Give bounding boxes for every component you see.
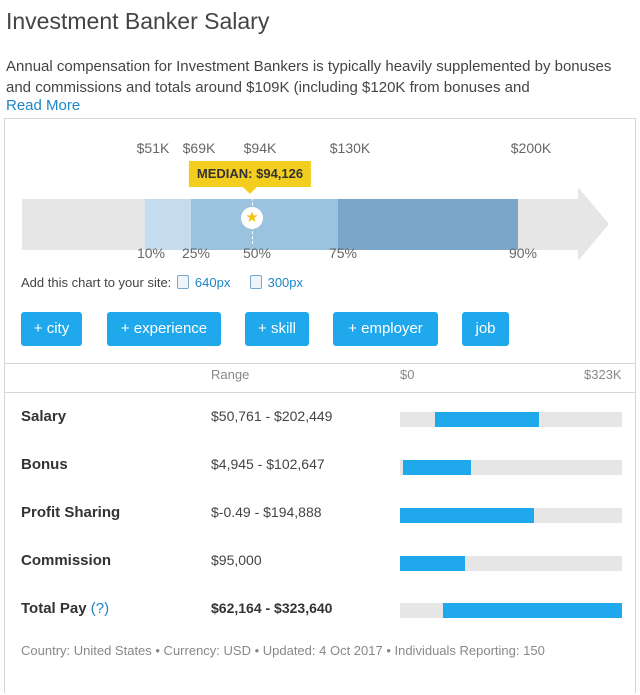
add-skill-button[interactable]: + skill — [245, 312, 309, 346]
embed-640-link[interactable]: 640px — [194, 275, 231, 290]
range-bar — [403, 460, 471, 475]
embed-code-icon — [249, 275, 262, 289]
row-range: $95,000 — [211, 552, 262, 568]
chart-value-label: $69K — [182, 140, 216, 156]
percentile-label: 90% — [508, 245, 538, 261]
chart-value-label: $51K — [136, 140, 170, 156]
range-bar-track — [400, 508, 622, 523]
range-bar-track — [400, 556, 622, 571]
help-link[interactable]: (?) — [90, 600, 110, 617]
range-bar-track — [400, 412, 622, 427]
chart-value-label: $94K — [243, 140, 277, 156]
description-text: Annual compensation for Investment Banke… — [6, 58, 612, 96]
percentile-label: 25% — [181, 245, 211, 261]
row-label: Commission — [21, 552, 112, 569]
row-range: $-0.49 - $194,888 — [211, 504, 322, 520]
embed-code-icon — [176, 275, 189, 289]
embed-label: Add this chart to your site: — [21, 275, 172, 290]
row-range: $4,945 - $102,647 — [211, 456, 325, 472]
section-divider — [4, 363, 636, 364]
range-bar-track — [400, 460, 622, 475]
band-75-90 — [338, 199, 518, 250]
range-column-header: Range — [211, 367, 250, 382]
add-experience-button[interactable]: + experience — [107, 312, 221, 346]
percentile-label: 75% — [328, 245, 358, 261]
footer-meta: Country: United States • Currency: USD •… — [21, 643, 545, 658]
chart-value-label: $200K — [510, 140, 552, 156]
range-bar — [442, 603, 622, 618]
embed-300-link[interactable]: 300px — [267, 275, 304, 290]
band-10-25 — [145, 199, 191, 250]
star-icon[interactable]: ★ — [241, 207, 263, 229]
row-range: $50,761 - $202,449 — [211, 408, 333, 424]
job-button[interactable]: job — [462, 312, 509, 346]
table-header-divider — [4, 392, 636, 393]
row-label: Profit Sharing — [21, 504, 121, 521]
read-more-link[interactable]: Read More — [6, 97, 81, 114]
percentile-label: 10% — [136, 245, 166, 261]
scale-min-label: $0 — [400, 367, 415, 382]
range-bar-track — [400, 603, 622, 618]
total-pay-label: Total Pay — [21, 600, 87, 617]
band-25-75 — [191, 199, 338, 250]
embed-chart-row: Add this chart to your site: 640px 300px — [21, 275, 303, 290]
row-label: Salary — [21, 408, 67, 425]
salary-card — [4, 118, 636, 693]
page-title: Investment Banker Salary — [6, 8, 270, 34]
range-bar — [434, 412, 540, 427]
percentile-label: 50% — [242, 245, 272, 261]
row-label: Bonus — [21, 456, 68, 473]
row-range: $62,164 - $323,640 — [211, 600, 333, 616]
chart-value-label: $130K — [329, 140, 371, 156]
add-city-button[interactable]: + city — [21, 312, 82, 346]
median-tooltip: MEDIAN: $94,126 — [188, 161, 312, 194]
row-label: Total Pay (?) — [21, 600, 109, 617]
chart-arrow-head — [578, 187, 609, 261]
range-bar — [400, 508, 534, 523]
range-bar — [400, 556, 466, 571]
scale-max-label: $323K — [584, 367, 622, 382]
add-employer-button[interactable]: + employer — [333, 312, 438, 346]
